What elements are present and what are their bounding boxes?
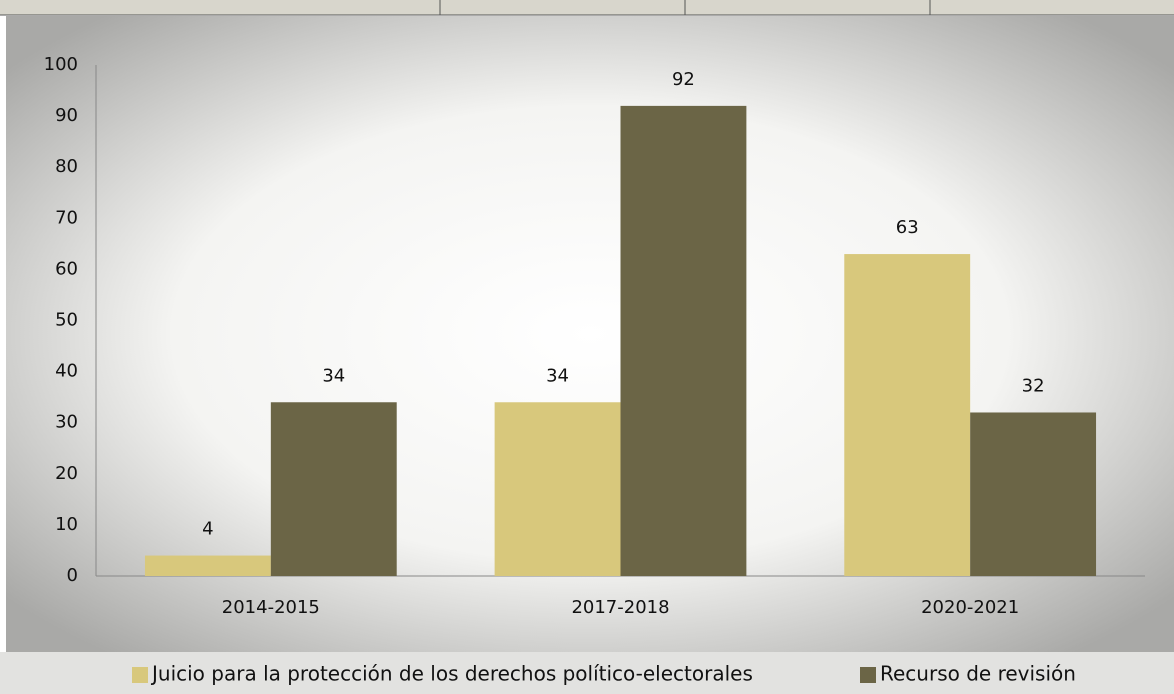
legend-label: Juicio para la protección de los derecho… bbox=[150, 662, 753, 686]
y-tick-label: 40 bbox=[55, 361, 78, 382]
legend-label: Recurso de revisión bbox=[880, 662, 1076, 686]
y-tick-label: 80 bbox=[55, 156, 78, 177]
x-tick-label: 2014-2015 bbox=[222, 597, 320, 618]
legend-swatch bbox=[860, 667, 876, 683]
x-tick-label: 2020-2021 bbox=[921, 597, 1019, 618]
bar bbox=[844, 254, 971, 576]
y-tick-label: 60 bbox=[55, 258, 78, 279]
bar bbox=[620, 105, 747, 576]
plot: 0 10 20 30 40 50 60 70 80 90 100 2014-2015 4 34 2017-2… bbox=[44, 54, 1145, 686]
y-tick-label: 20 bbox=[55, 463, 78, 484]
legend-background bbox=[0, 652, 1174, 694]
y-tick-label: 90 bbox=[55, 105, 78, 126]
y-tick-label: 100 bbox=[44, 54, 78, 75]
y-tick-label: 0 bbox=[67, 565, 78, 586]
data-label: 34 bbox=[322, 365, 345, 386]
data-label: 4 bbox=[202, 519, 213, 540]
data-label: 34 bbox=[546, 365, 569, 386]
y-tick-label: 10 bbox=[55, 514, 78, 535]
data-label: 92 bbox=[672, 69, 695, 90]
bar bbox=[144, 555, 271, 576]
bar bbox=[270, 402, 397, 576]
y-tick-label: 70 bbox=[55, 207, 78, 228]
legend-swatch bbox=[132, 667, 148, 683]
top-strip bbox=[0, 0, 1174, 15]
y-tick-label: 30 bbox=[55, 412, 78, 433]
data-label: 63 bbox=[896, 217, 919, 238]
data-label: 32 bbox=[1022, 375, 1045, 396]
y-tick-label: 50 bbox=[55, 310, 78, 331]
bar bbox=[970, 412, 1097, 576]
bar bbox=[494, 402, 621, 576]
x-tick-label: 2017-2018 bbox=[571, 597, 669, 618]
